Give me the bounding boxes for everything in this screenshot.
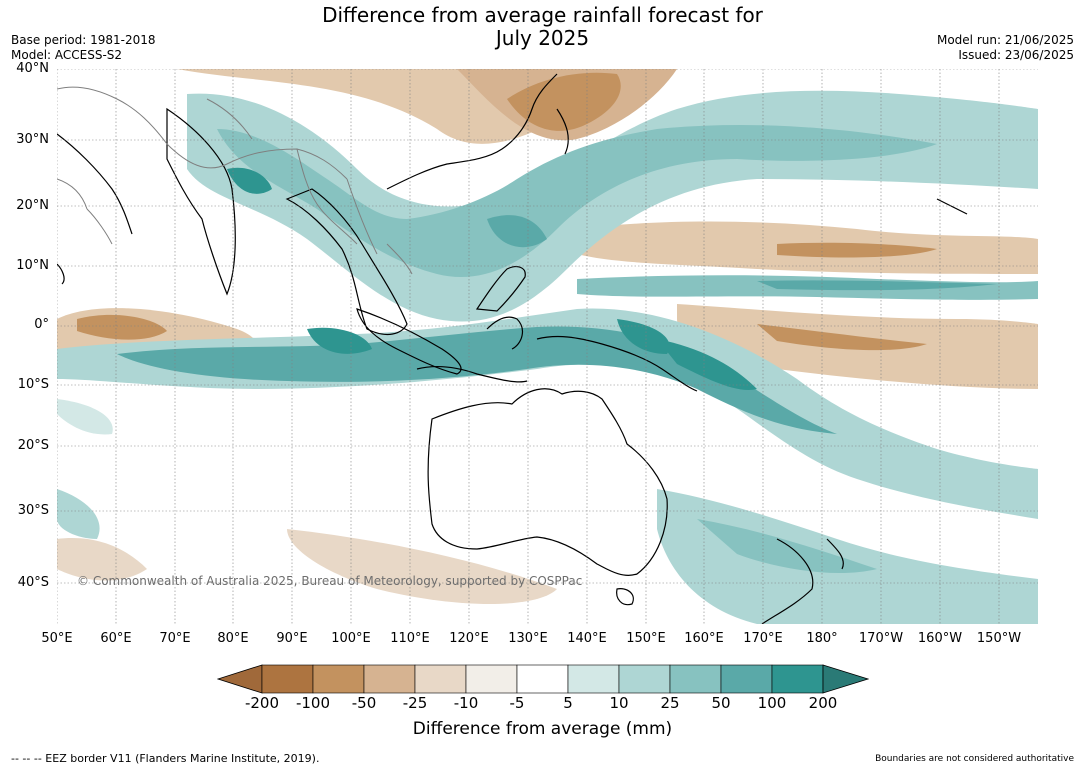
colorbar-segment [516,664,569,694]
rainfall-map [57,69,1038,624]
lat-label-40n: 40°N [16,61,49,76]
coastlines [57,73,968,624]
colorbar-segment [465,664,518,694]
lon-label-100e: 100°E [331,631,371,646]
colorbar-title: Difference from average (mm) [412,719,673,739]
colorbar-arrow-low [216,664,263,694]
colorbar-tick: -200 [244,694,280,712]
lon-label-60e: 60°E [100,631,132,646]
lon-label-120e: 120°E [449,631,489,646]
colorbar-tick: -10 [453,694,479,712]
colorbar-arrow-high [822,664,870,694]
title-line-1: Difference from average rainfall forecas… [322,3,763,27]
lon-label-140e: 140°E [567,631,607,646]
colorbar-segment [618,664,671,694]
base-period-text: Base period: 1981-2018 [11,33,156,47]
colorbar [216,664,870,694]
lat-label-20s: 20°S [17,438,49,453]
colorbar-segment [567,664,620,694]
colorbar-segment [771,664,824,694]
eez-note: -- -- -- EEZ border V11 (Flanders Marine… [11,752,320,765]
lon-label-170e: 170°E [743,631,783,646]
lat-label-40s: 40°S [17,575,49,590]
colorbar-segment [669,664,722,694]
lon-label-150w: 150°W [976,631,1022,646]
colorbar-graphic [216,664,870,694]
lon-label-110e: 110°E [390,631,430,646]
lon-label-90e: 90°E [276,631,308,646]
lat-label-0: 0° [34,317,49,332]
colorbar-tick: 200 [808,694,838,712]
wet-anomaly-fields [57,90,1038,624]
lat-label-30n: 30°N [16,132,49,147]
colorbar-tick: 10 [609,694,629,712]
dry-anomaly-fields [57,69,1038,604]
graticule [57,69,1038,624]
colorbar-tick: -50 [351,694,377,712]
lon-label-150e: 150°E [626,631,666,646]
colorbar-tick: -5 [509,694,525,712]
colorbar-tick: 100 [757,694,787,712]
map-panel [57,69,1038,624]
meta-right: Model run: 21/06/2025 Issued: 23/06/2025 [937,33,1074,63]
lon-label-70e: 70°E [159,631,191,646]
lon-label-130e: 130°E [508,631,548,646]
colorbar-segment [261,664,314,694]
country-borders [57,86,413,275]
boundary-disclaimer: Boundaries are not considered authoritat… [875,754,1074,764]
lon-label-80e: 80°E [217,631,249,646]
colorbar-tick: -100 [295,694,331,712]
lon-label-160w: 160°W [917,631,963,646]
model-text: Model: ACCESS-S2 [11,48,123,62]
title-line-2: July 2025 [495,26,590,50]
meta-left: Base period: 1981-2018 Model: ACCESS-S2 [11,33,156,63]
map-title: Difference from average rainfall forecas… [0,4,1085,50]
lon-label-180: 180° [806,631,838,646]
model-run-text: Model run: 21/06/2025 [936,33,1074,47]
issued-text: Issued: 23/06/2025 [958,48,1074,62]
lat-label-30s: 30°S [17,503,49,518]
lat-label-10n: 10°N [16,258,49,273]
lat-label-10s: 10°S [17,377,49,392]
copyright-notice: © Commonwealth of Australia 2025, Bureau… [77,574,583,588]
colorbar-tick: 50 [711,694,731,712]
colorbar-segment [414,664,467,694]
lon-label-160e: 160°E [684,631,724,646]
colorbar-segment [312,664,365,694]
colorbar-tick: 25 [660,694,680,712]
colorbar-segment [363,664,416,694]
colorbar-segment [720,664,773,694]
lon-label-170w: 170°W [858,631,904,646]
colorbar-tick: -25 [402,694,428,712]
colorbar-tick: 5 [563,694,573,712]
lon-label-50e: 50°E [41,631,73,646]
lat-label-20n: 20°N [16,198,49,213]
